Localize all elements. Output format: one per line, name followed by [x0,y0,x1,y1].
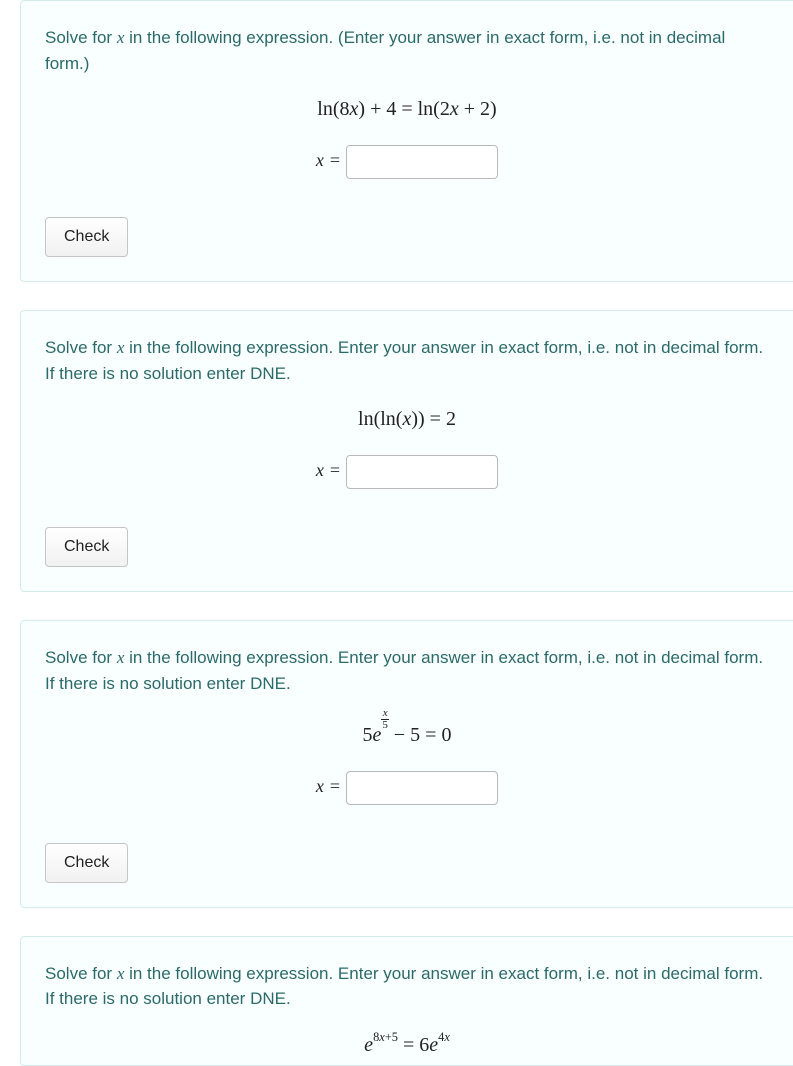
prompt-pre: Solve for [45,648,117,667]
equation-display: ln(8x) + 4 = ln(2x + 2) [45,98,769,121]
equals-sign: = [330,460,340,480]
problem-card: Solve for x in the following expression.… [20,0,793,282]
answer-input[interactable] [346,771,498,805]
answer-row: x= [45,771,769,805]
check-button[interactable]: Check [45,217,128,257]
prompt-pre: Solve for [45,338,117,357]
prompt-post: in the following expression. Enter your … [45,964,763,1009]
problem-card: Solve for x in the following expression.… [20,310,793,592]
answer-variable-label: x [316,776,324,796]
equation-display: 5ex5 − 5 = 0 [45,718,769,747]
equation-display: ln(ln(x)) = 2 [45,408,769,431]
equation-display: e8x+5 = 6e4x [45,1034,769,1057]
check-button[interactable]: Check [45,527,128,567]
page: Solve for x in the following expression.… [0,0,793,1066]
problem-card: Solve for x in the following expression.… [20,620,793,908]
answer-variable-label: x [316,460,324,480]
problem-prompt: Solve for x in the following expression.… [45,961,769,1012]
answer-input[interactable] [346,145,498,179]
prompt-post: in the following expression. (Enter your… [45,28,725,73]
answer-row: x= [45,145,769,179]
problem-prompt: Solve for x in the following expression.… [45,25,769,76]
prompt-pre: Solve for [45,28,117,47]
answer-input[interactable] [346,455,498,489]
problem-prompt: Solve for x in the following expression.… [45,645,769,696]
answer-row: x= [45,455,769,489]
problem-prompt: Solve for x in the following expression.… [45,335,769,386]
equals-sign: = [330,150,340,170]
problem-card: Solve for x in the following expression.… [20,936,793,1066]
equals-sign: = [330,776,340,796]
prompt-post: in the following expression. Enter your … [45,338,763,383]
check-button[interactable]: Check [45,843,128,883]
prompt-pre: Solve for [45,964,117,983]
answer-variable-label: x [316,150,324,170]
prompt-post: in the following expression. Enter your … [45,648,763,693]
